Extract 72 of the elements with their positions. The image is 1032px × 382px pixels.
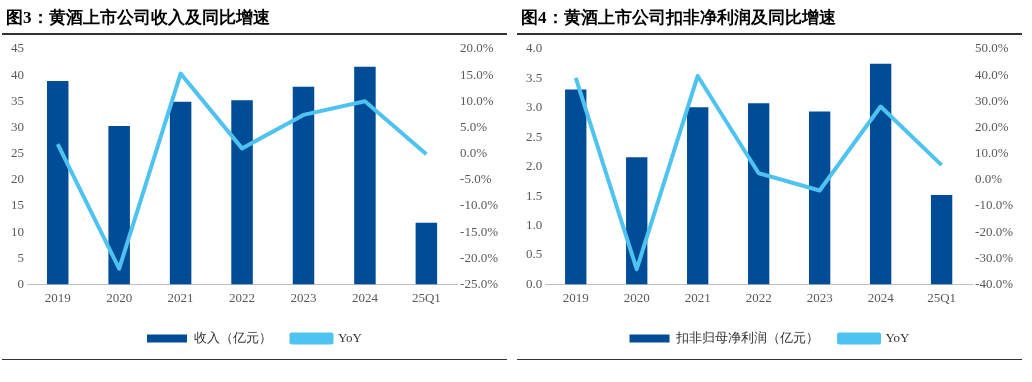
bar: [869, 63, 892, 285]
x-tick-label: 2020: [623, 289, 650, 305]
bar: [565, 89, 587, 285]
y2-tick-label: 15.0%: [460, 66, 494, 82]
y-tick-label: 1.5: [526, 187, 543, 203]
x-tick-label: 2024: [351, 289, 379, 305]
x-tick-label: 25Q1: [411, 289, 441, 305]
y2-tick-label: 10.0%: [460, 92, 494, 108]
y2-tick-label: -30.0%: [975, 249, 1014, 265]
x-tick-label: 2020: [106, 289, 133, 305]
x-tick-label: 2022: [229, 289, 256, 305]
y2-tick-label: -25.0%: [460, 275, 499, 291]
legend-label: 扣非归母净利润（亿元）: [675, 329, 820, 345]
y-tick-label: 40: [11, 66, 24, 82]
y-tick-label: 30: [11, 118, 24, 134]
bar: [808, 111, 831, 285]
y-tick-label: 10: [11, 223, 24, 239]
y-tick-label: 3.0: [526, 99, 543, 115]
x-tick-label: 2022: [745, 289, 772, 305]
x-tick-label: 2021: [167, 289, 194, 305]
x-tick-label: 25Q1: [927, 289, 957, 305]
y2-tick-label: 40.0%: [975, 66, 1009, 82]
bar: [748, 103, 770, 285]
y-tick-label: 1.0: [526, 216, 543, 232]
y2-tick-label: -10.0%: [460, 197, 499, 213]
y2-tick-label: -20.0%: [460, 249, 499, 265]
y2-tick-label: -20.0%: [975, 223, 1014, 239]
x-tick-label: 2023: [290, 289, 317, 305]
bar: [930, 194, 953, 285]
chart-title: 图3：黄酒上市公司收入及同比增速: [2, 4, 507, 35]
y-tick-label: 2.5: [526, 128, 543, 144]
x-tick-label: 2023: [806, 289, 833, 305]
y2-tick-label: -5.0%: [460, 171, 492, 187]
bar: [354, 66, 376, 285]
legend-label: YoY: [338, 329, 363, 345]
chart-title: 图4：黄酒上市公司扣非净利润及同比增速: [517, 4, 1022, 35]
y-tick-label: 5: [17, 249, 24, 265]
y-tick-label: 4.0: [526, 40, 543, 56]
bar: [169, 101, 192, 285]
y-tick-label: 15: [11, 197, 24, 213]
y-tick-label: 45: [11, 40, 24, 56]
y2-tick-label: 0.0%: [975, 171, 1003, 187]
y-tick-label: 25: [11, 145, 24, 161]
bar: [231, 100, 253, 285]
y-tick-label: 0: [17, 275, 24, 291]
bar: [108, 125, 130, 285]
y-tick-label: 0.5: [526, 246, 543, 262]
x-tick-label: 2021: [684, 289, 711, 305]
legend-label: 收入（亿元）: [193, 329, 272, 345]
y-tick-label: 35: [11, 92, 24, 108]
x-tick-label: 2019: [44, 289, 71, 305]
y2-tick-label: 20.0%: [460, 40, 494, 56]
bar: [415, 222, 438, 285]
y2-tick-label: -10.0%: [975, 197, 1014, 213]
y-tick-label: 20: [11, 171, 24, 187]
y-tick-label: 3.5: [526, 69, 543, 85]
y2-tick-label: 10.0%: [975, 145, 1009, 161]
y2-tick-label: 5.0%: [460, 118, 488, 134]
y2-tick-label: 30.0%: [975, 92, 1009, 108]
y-tick-label: 2.0: [526, 158, 543, 174]
y2-tick-label: 50.0%: [975, 40, 1009, 56]
y2-tick-label: 20.0%: [975, 118, 1009, 134]
legend-label: YoY: [885, 329, 911, 345]
y2-tick-label: -15.0%: [460, 223, 499, 239]
x-tick-label: 2019: [562, 289, 589, 305]
x-tick-label: 2024: [867, 289, 895, 305]
y-tick-label: 0.0: [526, 275, 543, 291]
y2-tick-label: 0.0%: [460, 145, 488, 161]
bar: [46, 80, 69, 285]
y2-tick-label: -40.0%: [975, 275, 1014, 291]
bar: [687, 107, 709, 285]
bar: [292, 86, 315, 285]
